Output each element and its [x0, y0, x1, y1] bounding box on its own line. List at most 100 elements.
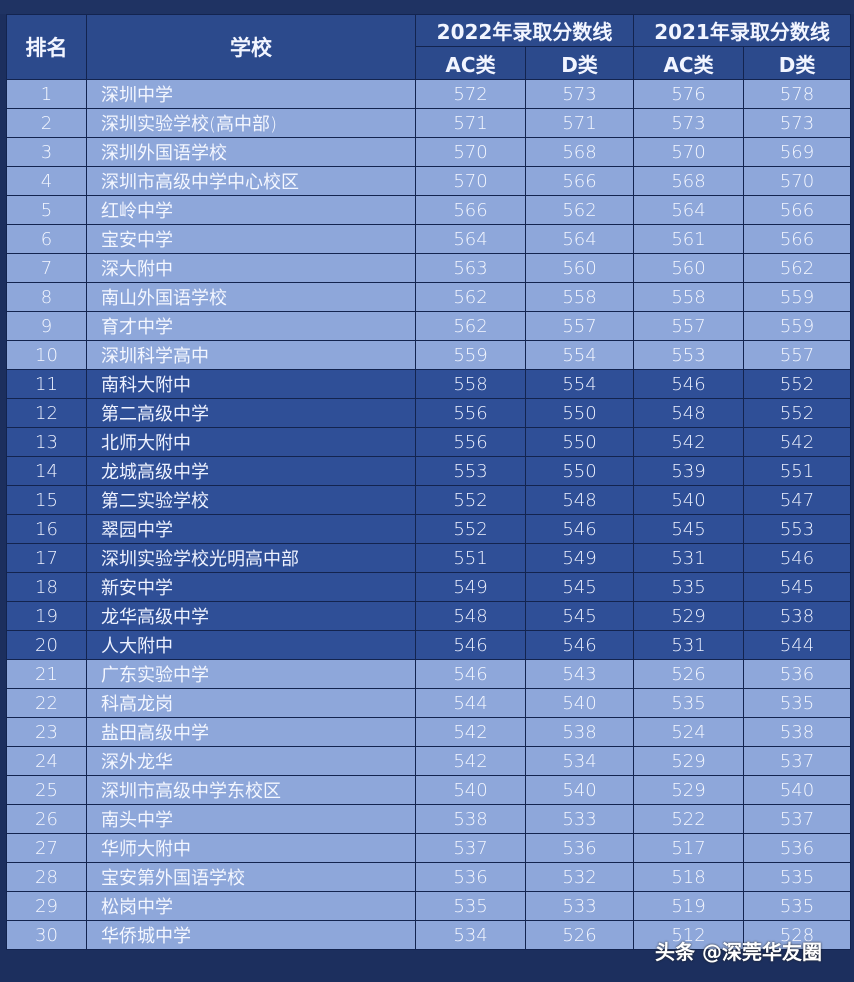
ac-2021-cell: 558 — [633, 282, 745, 312]
table-body: 1 深圳中学 572 573 576 578 2 深圳实验学校(高中部) 571 571 573 57… — [6, 79, 852, 950]
d-2021-cell: 573 — [743, 108, 852, 138]
d-2022-cell: 560 — [524, 253, 635, 283]
ac-2022-cell: 562 — [415, 311, 526, 341]
d-2021-cell: 557 — [743, 340, 852, 370]
d-2021-cell: 569 — [743, 137, 852, 167]
d-2021-cell: 553 — [743, 514, 852, 544]
d-2022-cell: 568 — [524, 137, 635, 167]
school-cell: 翠园中学 — [86, 514, 416, 544]
table-row: 25 深圳市高级中学东校区 540 540 529 540 — [6, 775, 852, 805]
ac-2022-cell: 534 — [415, 920, 526, 950]
table-row: 23 盐田高级中学 542 538 524 538 — [6, 717, 852, 747]
ac-2022-cell: 536 — [415, 862, 526, 892]
rank-cell: 21 — [6, 659, 87, 689]
d-2021-cell: 566 — [743, 224, 852, 254]
ac-2022-cell: 566 — [415, 195, 526, 225]
d-2021-cell: 546 — [743, 543, 852, 573]
ac-2022-cell: 570 — [415, 137, 526, 167]
ac-2021-cell: 526 — [633, 659, 745, 689]
year-2021-header: 2021年录取分数线 — [633, 14, 852, 47]
rank-header: 排名 — [6, 14, 87, 80]
school-cell: 深圳中学 — [86, 79, 416, 109]
d-2021-cell: 542 — [743, 427, 852, 457]
ac-2022-cell: 546 — [415, 659, 526, 689]
school-cell: 深圳市高级中学中心校区 — [86, 166, 416, 196]
school-cell: 南山外国语学校 — [86, 282, 416, 312]
d-2022-cell: 573 — [524, 79, 635, 109]
rank-cell: 15 — [6, 485, 87, 515]
school-cell: 南科大附中 — [86, 369, 416, 399]
rank-cell: 1 — [6, 79, 87, 109]
ac-2021-cell: 529 — [633, 746, 745, 776]
table-row: 9 育才中学 562 557 557 559 — [6, 311, 852, 341]
table-row: 15 第二实验学校 552 548 540 547 — [6, 485, 852, 515]
table-row: 12 第二高级中学 556 550 548 552 — [6, 398, 852, 428]
school-cell: 龙华高级中学 — [86, 601, 416, 631]
school-cell: 盐田高级中学 — [86, 717, 416, 747]
table-row: 2 深圳实验学校(高中部) 571 571 573 573 — [6, 108, 852, 138]
d-2021-cell: 552 — [743, 369, 852, 399]
table-row: 10 深圳科学高中 559 554 553 557 — [6, 340, 852, 370]
rank-cell: 8 — [6, 282, 87, 312]
school-cell: 深圳外国语学校 — [86, 137, 416, 167]
table-row: 17 深圳实验学校光明高中部 551 549 531 546 — [6, 543, 852, 573]
ac-2022-cell: 542 — [415, 717, 526, 747]
ac-2022-cell: 542 — [415, 746, 526, 776]
ac-2022-cell: 535 — [415, 891, 526, 921]
d-2022-header: D类 — [524, 46, 635, 80]
ac-2022-cell: 571 — [415, 108, 526, 138]
table-row: 13 北师大附中 556 550 542 542 — [6, 427, 852, 457]
d-2022-cell: 534 — [524, 746, 635, 776]
ac-2022-cell: 564 — [415, 224, 526, 254]
table-row: 1 深圳中学 572 573 576 578 — [6, 79, 852, 109]
table-row: 29 松岗中学 535 533 519 535 — [6, 891, 852, 921]
d-2021-cell: 536 — [743, 833, 852, 863]
d-2021-cell: 551 — [743, 456, 852, 486]
ac-2022-cell: 572 — [415, 79, 526, 109]
rank-cell: 5 — [6, 195, 87, 225]
rank-cell: 17 — [6, 543, 87, 573]
admission-score-table: 排名 学校 2022年录取分数线 2021年录取分数线 AC类 D类 AC类 D… — [6, 14, 852, 950]
school-cell: 深圳实验学校(高中部) — [86, 108, 416, 138]
ac-2021-header: AC类 — [633, 46, 745, 80]
ac-2022-cell: 544 — [415, 688, 526, 718]
d-2022-cell: 566 — [524, 166, 635, 196]
ac-2021-cell: 564 — [633, 195, 745, 225]
d-2022-cell: 549 — [524, 543, 635, 573]
d-2022-cell: 554 — [524, 340, 635, 370]
ac-2021-cell: 531 — [633, 543, 745, 573]
table-row: 16 翠园中学 552 546 545 553 — [6, 514, 852, 544]
table-row: 30 华侨城中学 534 526 512 528 — [6, 920, 852, 950]
ac-2022-cell: 549 — [415, 572, 526, 602]
rank-cell: 22 — [6, 688, 87, 718]
ac-2022-cell: 551 — [415, 543, 526, 573]
rank-cell: 25 — [6, 775, 87, 805]
d-2021-cell: 570 — [743, 166, 852, 196]
ac-2021-cell: 573 — [633, 108, 745, 138]
ac-2022-cell: 553 — [415, 456, 526, 486]
ac-2021-cell: 524 — [633, 717, 745, 747]
rank-cell: 16 — [6, 514, 87, 544]
school-cell: 宝安第外国语学校 — [86, 862, 416, 892]
ac-2021-cell: 570 — [633, 137, 745, 167]
school-cell: 龙城高级中学 — [86, 456, 416, 486]
d-2021-cell: 566 — [743, 195, 852, 225]
d-2022-cell: 540 — [524, 775, 635, 805]
d-2022-cell: 540 — [524, 688, 635, 718]
d-2021-cell: 547 — [743, 485, 852, 515]
school-header: 学校 — [86, 14, 416, 80]
ac-2022-cell: 570 — [415, 166, 526, 196]
ac-2021-cell: 517 — [633, 833, 745, 863]
table-row: 28 宝安第外国语学校 536 532 518 535 — [6, 862, 852, 892]
d-2022-cell: 533 — [524, 891, 635, 921]
ac-2021-cell: 535 — [633, 572, 745, 602]
school-cell: 人大附中 — [86, 630, 416, 660]
table-row: 7 深大附中 563 560 560 562 — [6, 253, 852, 283]
ac-2022-cell: 558 — [415, 369, 526, 399]
d-2021-cell: 540 — [743, 775, 852, 805]
ac-2021-cell: 512 — [633, 920, 745, 950]
d-2022-cell: 526 — [524, 920, 635, 950]
school-cell: 科高龙岗 — [86, 688, 416, 718]
ac-2021-cell: 531 — [633, 630, 745, 660]
ac-2021-cell: 548 — [633, 398, 745, 428]
